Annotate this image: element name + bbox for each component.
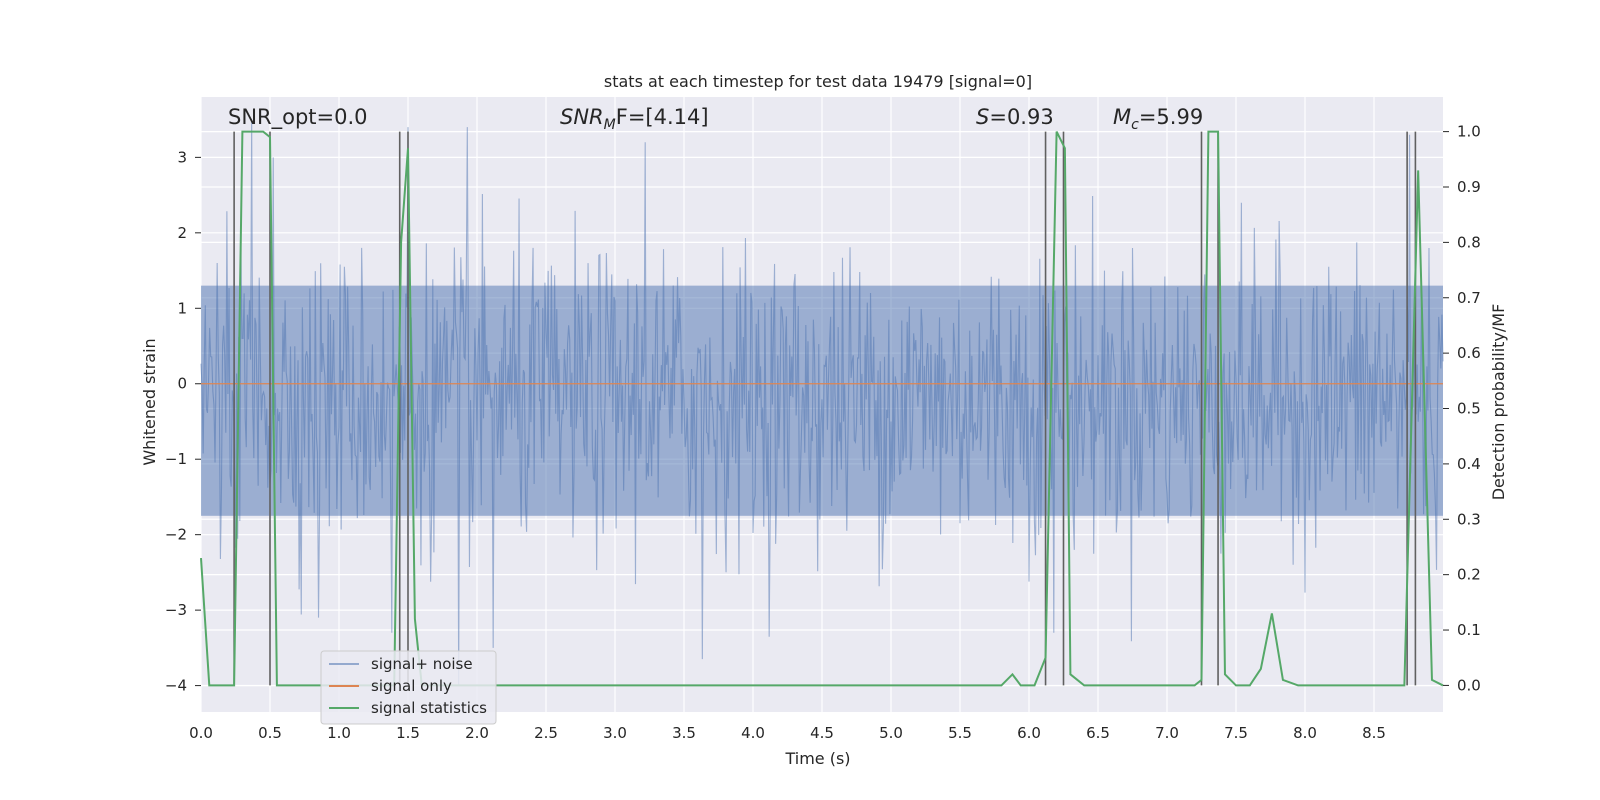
y-right-tick-label-7: 0.7: [1457, 289, 1481, 307]
y-left-tick-label-5: 1: [177, 299, 187, 317]
x-tick-label-2: 1.0: [327, 724, 351, 742]
y-left-tick-label-7: 3: [177, 148, 187, 166]
y-right-tick-label-8: 0.8: [1457, 233, 1481, 251]
y-left-tick-label-6: 2: [177, 224, 187, 242]
legend-label-noise: signal+ noise: [371, 655, 473, 673]
x-tick-label-10: 5.0: [879, 724, 903, 742]
y-right-tick-label-5: 0.5: [1457, 400, 1481, 418]
x-axis-ticks: 0.0 0.5 1.0 1.5 2.0 2.5 3.0 3.5 4.0 4.5 5.0 5.5 6.0 6…: [189, 724, 1386, 742]
statistics-line: [200, 130, 1444, 687]
y-right-tick-label-1: 0.1: [1457, 621, 1481, 639]
x-tick-label-4: 2.0: [465, 724, 489, 742]
y-right-tick-label-9: 0.9: [1457, 178, 1481, 196]
x-tick-label-14: 7.0: [1155, 724, 1179, 742]
y-right-tick-label-6: 0.6: [1457, 344, 1481, 362]
y-right-tick-label-3: 0.3: [1457, 510, 1481, 528]
y-axis-right-ticks: 0.0 0.1 0.2 0.3 0.4 0.5 0.6 0.7 0.8 0.9 1.0: [1443, 123, 1481, 694]
y-left-tick-label-2: −2: [165, 526, 187, 544]
legend-box: [320, 650, 497, 725]
annotations: SNR_opt=0.0 SNRMF=[4.14] S=0.93 Mc=5.99: [228, 105, 1203, 133]
y-axis-left-label: Whitened strain: [140, 338, 159, 465]
chart-title: stats at each timestep for test data 194…: [604, 72, 1032, 91]
x-tick-label-9: 4.5: [810, 724, 834, 742]
x-tick-label-1: 0.5: [258, 724, 282, 742]
x-tick-label-5: 2.5: [534, 724, 558, 742]
legend-label-signal: signal only: [371, 677, 452, 695]
annotation-snr-opt: SNR_opt=0.0: [228, 105, 368, 130]
legend-label-statistics: signal statistics: [371, 699, 487, 717]
y-axis-right-label: Detection probability/MF: [1489, 304, 1508, 501]
y-left-tick-label-1: −3: [165, 601, 187, 619]
x-tick-label-6: 3.0: [603, 724, 627, 742]
annotation-mc: Mc=5.99: [1113, 105, 1203, 133]
statistics-series: [200, 130, 1444, 687]
y-right-tick-label-10: 1.0: [1457, 123, 1481, 141]
x-tick-label-12: 6.0: [1017, 724, 1041, 742]
y-right-tick-label-4: 0.4: [1457, 455, 1481, 473]
annotation-s: S=0.93: [976, 105, 1054, 129]
y-right-tick-label-0: 0.0: [1457, 676, 1481, 694]
x-tick-label-11: 5.5: [948, 724, 972, 742]
x-tick-label-15: 7.5: [1224, 724, 1248, 742]
noise-line: [200, 119, 1444, 686]
annotation-snr-mf: SNRMF=[4.14]: [560, 105, 709, 133]
x-tick-label-8: 4.0: [741, 724, 765, 742]
y-left-tick-label-3: −1: [165, 450, 187, 468]
x-tick-label-13: 6.5: [1086, 724, 1110, 742]
x-tick-label-17: 8.5: [1362, 724, 1386, 742]
legend: signal+ noise signal only signal statist…: [320, 650, 497, 725]
y-right-tick-label-2: 0.2: [1457, 566, 1481, 584]
x-tick-label-0: 0.0: [189, 724, 213, 742]
x-tick-label-3: 1.5: [396, 724, 420, 742]
y-axis-left-ticks: −4 −3 −2 −1 0 1 2 3: [165, 148, 201, 695]
y-left-tick-label-4: 0: [177, 375, 187, 393]
x-tick-label-7: 3.5: [672, 724, 696, 742]
x-tick-label-16: 8.0: [1293, 724, 1317, 742]
y-left-tick-label-0: −4: [165, 677, 187, 695]
x-axis-label: Time (s): [784, 749, 850, 768]
